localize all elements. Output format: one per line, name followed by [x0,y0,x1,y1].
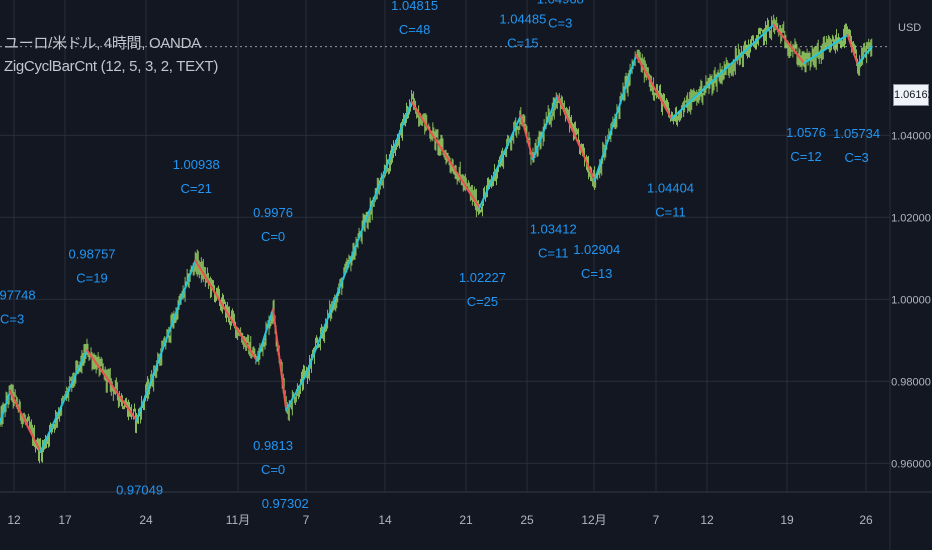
x-tick-label: 7 [653,513,660,527]
zigzag-down-segment [772,23,806,65]
pivot-price-label: 0.97748 [0,288,36,303]
zigzag-up-segment [803,33,849,65]
zigzag-up-segment [285,374,307,411]
pivot-count-label: C=0 [261,462,285,477]
zigzag-up-segment [255,308,275,362]
zigzag-down-segment [519,114,534,161]
x-tick-label: 25 [520,513,534,527]
pivot-count-label: C=11 [655,205,685,220]
pivot-price-label: 1.03412 [530,221,577,236]
pivot-count-label: C=3 [0,312,24,327]
pivot-price-label: 1.00938 [173,157,220,172]
zigzag-down-segment [272,308,288,411]
pivot-price-label: 1.04485 [499,11,546,26]
pivot-price-label: 0.9976 [253,205,293,220]
zigzag-down-segment [846,33,859,66]
zigzag-up-segment [531,94,559,161]
x-tick-label: 26 [859,513,873,527]
pivot-price-label: 0.97049 [116,482,163,497]
y-tick-label: 0.98000 [891,376,931,388]
zigzag-up-segment [0,390,12,424]
zigzag-up-segment [39,349,88,453]
pivot-price-label: 1.02227 [459,270,506,285]
x-tick-label: 11月 [226,513,250,527]
pivot-count-label: C=21 [180,181,211,196]
pivot-count-label: C=11 [538,245,568,260]
y-tick-label: 0.96000 [891,458,931,470]
zigzag-up-segment [670,23,775,120]
pivot-price-label: 1.04968 [537,0,584,7]
zigzag-up-segment [593,54,638,182]
y-tick-label: 1.02000 [891,212,931,224]
x-tick-label: 24 [139,513,153,527]
symbol-title: ユーロ/米ドル, 4時間, OANDA [4,35,201,52]
y-tick-label: 1.00000 [891,294,931,306]
pivot-count-label: C=15 [507,35,538,50]
x-tick-label: 14 [378,513,392,527]
currency-label: USD [898,22,922,34]
pivot-price-label: 1.02904 [573,242,620,257]
pivot-count-label: C=3 [845,150,869,165]
pivot-count-label: C=3 [548,16,572,31]
pivot-count-label: C=48 [399,22,430,37]
pivot-count-label: 0.97302 [262,496,309,511]
zigzag-up-segment [135,259,197,422]
x-tick-label: 7 [303,513,310,527]
pivot-price-label: 1.04404 [647,181,694,196]
current-price-badge: 1.06162 [893,84,932,106]
pivot-count-label: C=19 [76,270,107,285]
pivot-price-label: 1.0576 [786,125,826,140]
pivot-count-label: C=12 [790,149,821,164]
zigzag-down-segment [635,54,673,120]
zigzag-down-segment [194,259,258,362]
zigzag-up-segment [856,45,873,66]
pivot-count-label: C=0 [261,229,285,244]
zigzag-down-segment [85,349,138,422]
x-tick-label: 19 [780,513,794,527]
pivot-price-label: 0.98757 [69,246,116,261]
y-tick-label: 1.04000 [891,130,931,142]
pivot-price-label: 0.9813 [253,438,293,453]
zigzag-down-segment [9,390,42,453]
zigzag-down-segment [556,94,596,182]
zigzag-up-segment [304,100,413,377]
pivot-count-label: C=13 [581,266,612,281]
pivot-price-label: 1.04815 [391,0,438,13]
zigzag-down-segment [410,100,481,209]
x-tick-label: 17 [58,513,72,527]
pivot-count-label: C=25 [467,294,498,309]
x-tick-label: 12 [700,513,714,527]
x-tick-label: 12 [7,513,21,527]
x-tick-label: 12月 [581,513,606,527]
indicator-title: ZigCyclBarCnt (12, 5, 3, 2, TEXT) [4,58,219,75]
pivot-price-label: 1.05734 [833,126,880,141]
zigzag-up-segment [478,114,522,209]
x-tick-label: 21 [459,513,473,527]
